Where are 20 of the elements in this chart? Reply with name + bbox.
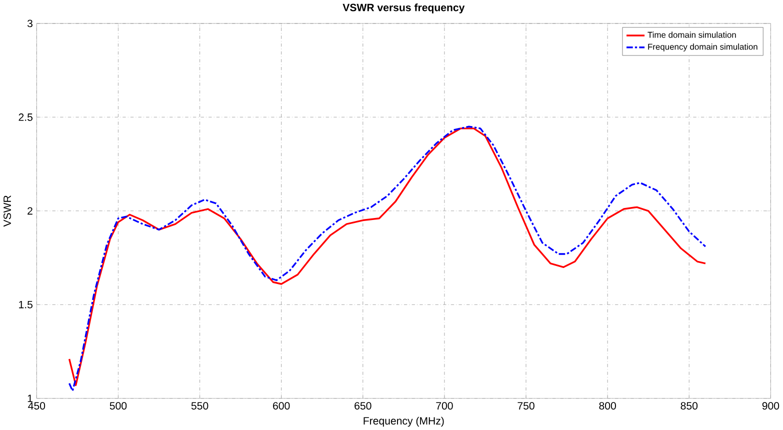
x-tick-label: 900 bbox=[762, 402, 780, 410]
y-tick-label: 3 bbox=[27, 20, 32, 28]
legend-label: Time domain simulation bbox=[648, 32, 736, 38]
chart-title: VSWR versus frequency bbox=[342, 3, 465, 14]
x-tick-label: 500 bbox=[110, 402, 127, 410]
x-axis-title: Frequency (MHz) bbox=[364, 416, 444, 427]
legend-label: Frequency domain simulation bbox=[648, 43, 758, 52]
y-tick-label: 1 bbox=[28, 394, 32, 402]
y-tick-label: 2.5 bbox=[18, 113, 32, 121]
x-tick-label: 450 bbox=[28, 402, 46, 410]
x-tick-label: 800 bbox=[599, 402, 616, 410]
x-tick-label: 550 bbox=[191, 402, 208, 410]
x-tick-label: 700 bbox=[436, 402, 453, 410]
x-tick-label: 600 bbox=[273, 402, 290, 410]
x-tick-label: 750 bbox=[518, 402, 534, 410]
y-tick-label: 2 bbox=[28, 207, 32, 214]
y-axis-title: VSWR bbox=[4, 195, 11, 227]
x-tick-label: 650 bbox=[354, 402, 372, 410]
y-tick-label: 1.5 bbox=[19, 300, 32, 308]
x-tick-label: 850 bbox=[680, 402, 698, 410]
